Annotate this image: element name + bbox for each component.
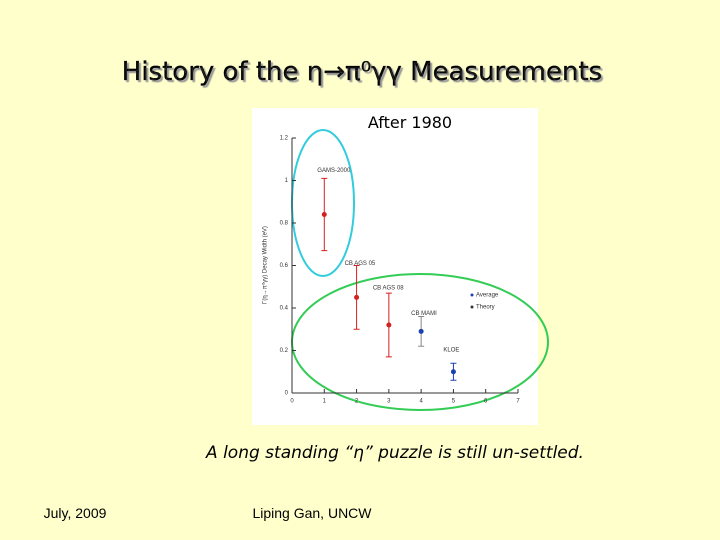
caption: A long standing “η” puzzle is still un-s…	[205, 443, 584, 463]
legend-label: Theory	[476, 305, 495, 311]
point-label: KLOE	[443, 347, 459, 353]
y-tick-label: 0.8	[280, 221, 289, 227]
data-point	[386, 322, 392, 328]
point-label: CB MAMI	[411, 311, 437, 317]
y-axis-label: Γ(η→π⁰γγ) Decay Width (eV)	[262, 226, 269, 304]
legend-marker	[470, 305, 474, 309]
y-tick-label: 1	[285, 178, 289, 184]
footer-author: Liping Gan, UNCW	[252, 505, 372, 521]
data-point	[354, 294, 360, 300]
y-tick-label: 0.6	[280, 263, 289, 269]
point-label: CB AGS 05	[345, 261, 376, 267]
legend-marker	[470, 293, 474, 297]
slide-title: History of the η→π⁰γγ Measurements	[122, 57, 602, 87]
y-tick-label: 1.2	[280, 136, 289, 142]
y-tick-label: 0	[285, 391, 289, 397]
point-label: CB AGS 08	[373, 286, 404, 292]
x-tick-label: 2	[355, 399, 359, 405]
x-tick-label: 5	[452, 399, 456, 405]
point-label: GAMS-2000	[317, 168, 351, 174]
footer-date: July, 2009	[44, 505, 107, 521]
y-tick-label: 0.2	[280, 348, 289, 354]
x-tick-label: 0	[290, 399, 294, 405]
x-tick-label: 1	[323, 399, 327, 405]
x-tick-label: 6	[484, 399, 488, 405]
data-point	[450, 369, 456, 375]
data-point	[418, 328, 424, 334]
x-tick-label: 7	[516, 399, 520, 405]
y-tick-label: 0.4	[280, 306, 289, 312]
chart-panel	[252, 108, 538, 425]
x-tick-label: 4	[419, 399, 423, 405]
chart-subtitle: After 1980	[368, 113, 452, 132]
data-point	[321, 212, 327, 217]
x-tick-label: 3	[387, 399, 391, 405]
legend-label: Average	[476, 293, 499, 299]
